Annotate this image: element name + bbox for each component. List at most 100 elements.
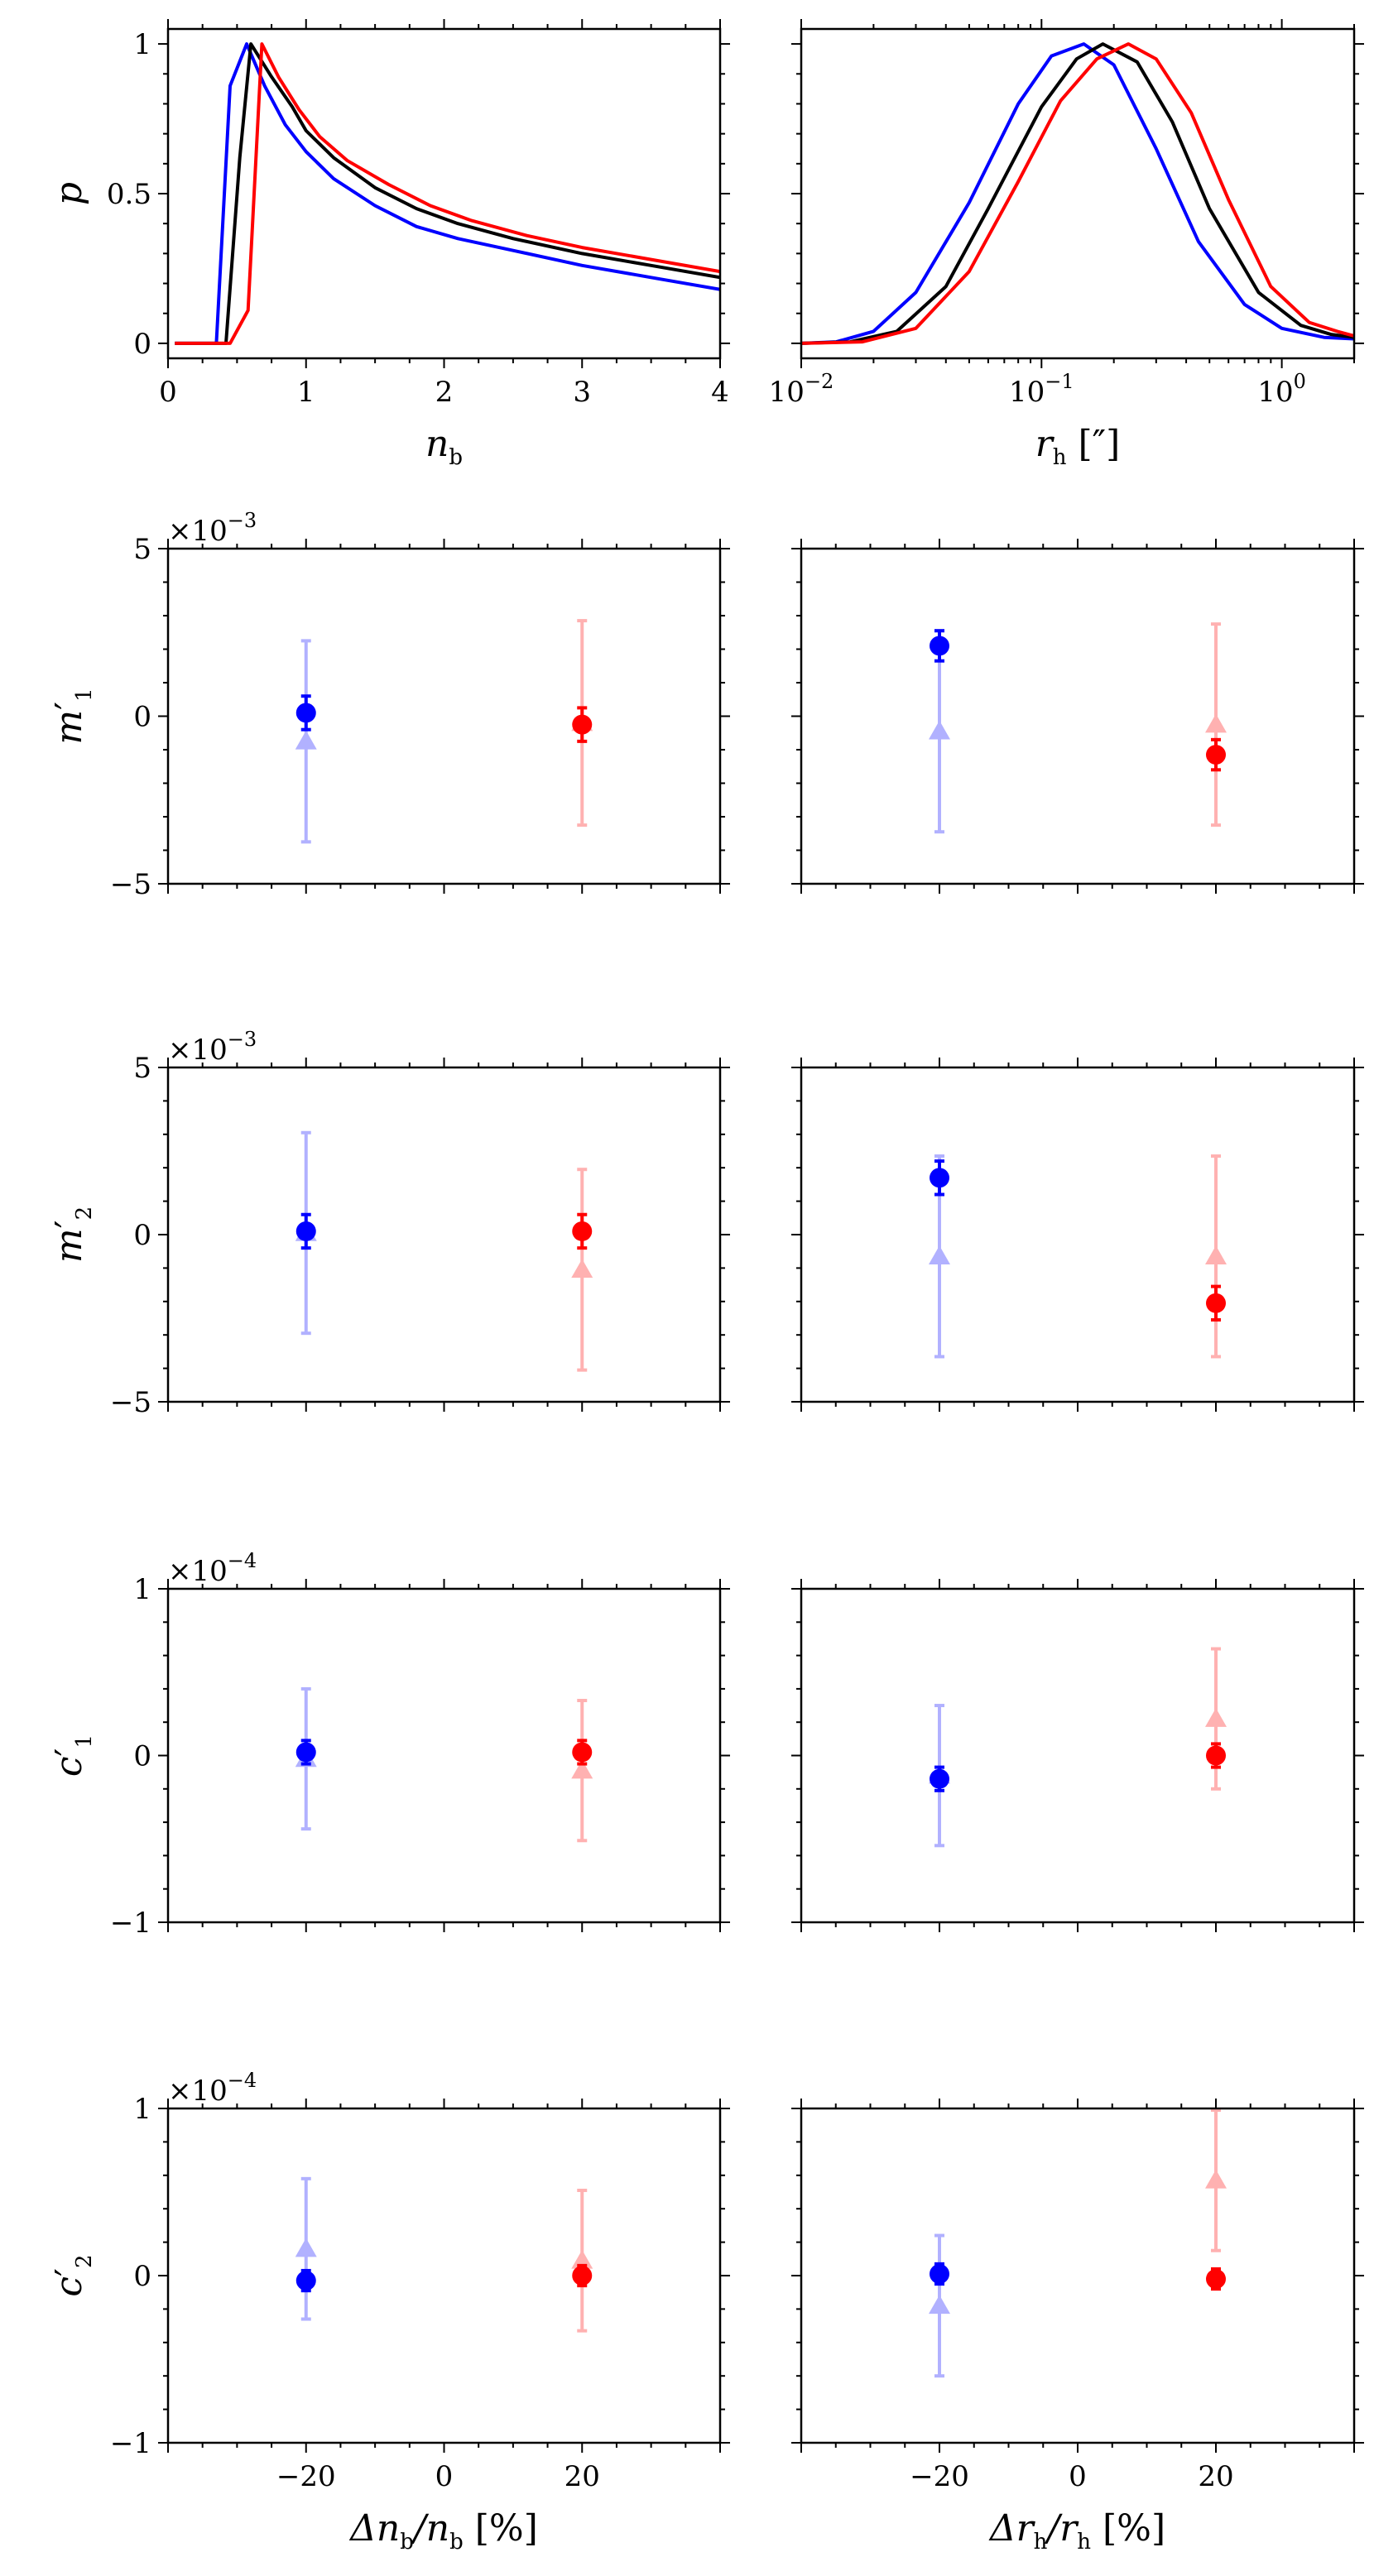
circle-marker <box>295 2271 316 2291</box>
y-tick-label: 1 <box>133 28 151 61</box>
ticks <box>791 2099 1364 2453</box>
axes-frame <box>800 2107 1356 2444</box>
circle-marker <box>930 1168 949 1188</box>
x-label-main: r <box>1035 423 1055 465</box>
series-line-2 <box>801 42 1354 345</box>
data-point-2 <box>1206 1742 1226 1769</box>
circle-marker <box>295 1221 316 1241</box>
x-tick-label: 0 <box>435 2460 454 2493</box>
circle-marker <box>1206 745 1226 765</box>
ticks <box>791 1579 1364 1932</box>
x-tick-label: 0 <box>1069 2460 1087 2493</box>
data-point-1 <box>295 1130 317 1336</box>
x-label-sub: h <box>1034 2530 1048 2554</box>
x-label-sub2: b <box>449 2530 464 2554</box>
triangle-marker <box>295 1748 317 1768</box>
y-label-sub: 1 <box>72 1734 97 1749</box>
y-label-main: c <box>48 1756 90 1777</box>
triangle-marker <box>1205 713 1227 733</box>
y-label-main: p <box>48 182 90 205</box>
x-tick-base: 4 <box>711 376 729 409</box>
offset-label: ×10−3 <box>168 1028 257 1067</box>
x-axis-label: Δrh/rh [%] <box>988 2507 1165 2554</box>
panel-m2-nb: −5 0 5 ×10−3 m′2 <box>48 1028 730 1419</box>
data-point-1 <box>929 1704 950 1848</box>
x-label-mid: /n <box>411 2507 449 2550</box>
x-tick-label: 10−1 <box>1009 370 1074 409</box>
data-point-0 <box>930 629 949 663</box>
data-point-3 <box>571 2188 593 2333</box>
triangle-marker <box>929 1245 950 1265</box>
data-point-3 <box>1205 1154 1227 1359</box>
plot-area <box>175 42 720 345</box>
data-point-2 <box>1206 737 1226 772</box>
data-point-3 <box>571 1699 593 1843</box>
x-tick-label: 3 <box>573 376 591 409</box>
y-label-main: m <box>48 710 90 745</box>
circle-marker <box>572 2266 593 2286</box>
axes-frame <box>166 547 722 885</box>
offset-exponent: −3 <box>228 1028 257 1051</box>
plot-area <box>295 1686 593 1843</box>
axes-frame <box>166 2107 722 2444</box>
y-tick-label: 0 <box>133 328 151 361</box>
circle-marker <box>572 1742 593 1763</box>
x-label-unit: [″] <box>1067 423 1121 465</box>
y-label-prime: ′ <box>48 2268 90 2276</box>
series-line-1 <box>175 42 720 345</box>
axes-frame <box>166 1587 722 1924</box>
data-point-0 <box>930 2262 949 2286</box>
circle-marker <box>930 2263 949 2284</box>
series-line-0 <box>175 42 720 345</box>
x-tick-base: 2 <box>435 376 454 409</box>
x-tick-base: 10 <box>769 376 805 409</box>
data-point-1 <box>929 2233 950 2378</box>
ticks <box>791 19 1364 368</box>
data-point-2 <box>572 1212 593 1250</box>
triangle-marker <box>295 1221 317 1241</box>
panel-c1-nb: −101×10−4c′1 <box>48 1549 730 1940</box>
x-tick-exponent: 0 <box>1294 370 1306 393</box>
data-point-2 <box>572 1739 593 1766</box>
y-axis-label: c′1 <box>48 1734 97 1777</box>
x-tick-base: 20 <box>564 2460 600 2493</box>
axes-frame <box>166 27 722 360</box>
offset-base: ×10 <box>168 515 228 548</box>
x-tick-base: 10 <box>1009 376 1045 409</box>
axes-frame <box>166 1066 722 1403</box>
offset-exponent: −4 <box>228 2069 257 2092</box>
triangle-marker <box>1205 1245 1227 1265</box>
offset-base: ×10 <box>168 1555 228 1588</box>
plot-area <box>295 619 593 844</box>
x-tick-base: 1 <box>297 376 315 409</box>
data-point-3 <box>1205 1647 1227 1791</box>
data-point-1 <box>929 1154 950 1359</box>
data-point-0 <box>295 1739 316 1766</box>
x-tick-base: 0 <box>159 376 177 409</box>
plot-area <box>295 1130 593 1372</box>
x-label-sub: b <box>400 2530 414 2554</box>
circle-marker <box>572 1221 593 1241</box>
data-point-2 <box>1206 1284 1226 1322</box>
data-point-1 <box>295 639 317 844</box>
x-tick-label: 1 <box>297 376 315 409</box>
y-label-sub: 2 <box>72 1206 97 1221</box>
data-point-2 <box>572 706 593 743</box>
y-tick-label: −1 <box>110 1907 151 1940</box>
y-tick-label: 1 <box>133 1573 151 1606</box>
y-label-sub: 2 <box>72 2254 97 2268</box>
y-label-prime: ′ <box>48 1220 90 1228</box>
x-tick-base: 20 <box>1198 2460 1233 2493</box>
data-point-3 <box>571 619 593 827</box>
y-tick-label: −1 <box>110 2427 151 2460</box>
data-point-0 <box>930 1765 949 1792</box>
series-line-0 <box>801 42 1354 345</box>
x-label-unit: [%] <box>464 2507 538 2550</box>
triangle-marker <box>1205 1708 1227 1727</box>
axes-frame <box>800 547 1356 885</box>
x-tick-exponent: −2 <box>805 370 834 393</box>
panel-m1-nb: −5 0 5 ×10−3 m′1 <box>48 509 730 901</box>
triangle-marker <box>571 1259 593 1278</box>
